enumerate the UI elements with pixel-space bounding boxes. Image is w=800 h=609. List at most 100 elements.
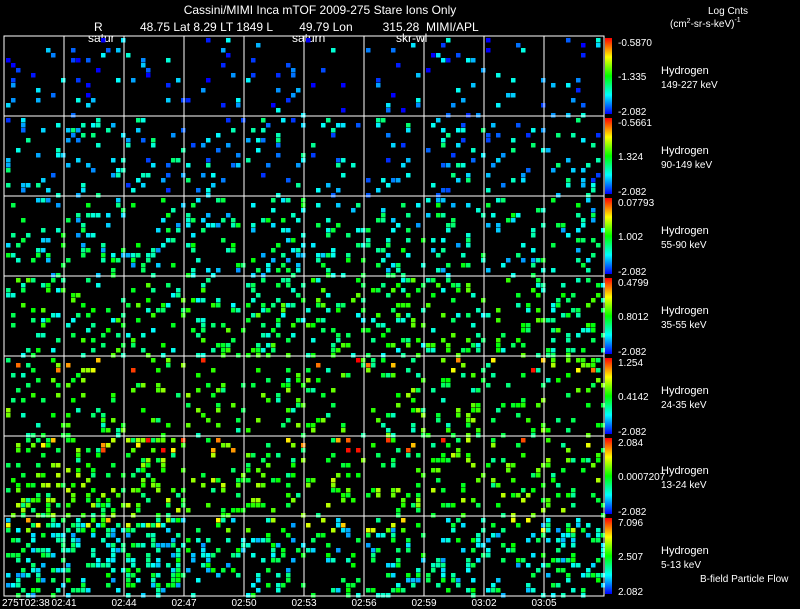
flux-pixel <box>181 543 186 548</box>
flux-pixel <box>601 543 606 548</box>
flux-pixel <box>76 98 81 103</box>
flux-pixel <box>561 593 566 598</box>
flux-pixel <box>311 593 316 598</box>
flux-pixel <box>6 183 11 188</box>
flux-pixel <box>496 503 501 508</box>
flux-pixel <box>396 268 401 273</box>
flux-pixel <box>431 278 436 283</box>
flux-pixel <box>346 463 351 468</box>
flux-pixel <box>86 448 91 453</box>
flux-pixel <box>551 198 556 203</box>
flux-pixel <box>586 573 591 578</box>
flux-pixel <box>116 538 121 543</box>
flux-pixel <box>531 128 536 133</box>
flux-pixel <box>281 303 286 308</box>
flux-pixel <box>411 43 416 48</box>
flux-pixel <box>526 583 531 588</box>
flux-pixel <box>126 438 131 443</box>
flux-pixel <box>131 258 136 263</box>
flux-pixel <box>336 338 341 343</box>
flux-pixel <box>186 178 191 183</box>
flux-pixel <box>561 293 566 298</box>
flux-pixel <box>391 438 396 443</box>
flux-pixel <box>136 523 141 528</box>
flux-pixel <box>131 583 136 588</box>
flux-pixel <box>521 453 526 458</box>
flux-pixel <box>51 313 56 318</box>
flux-pixel <box>461 128 466 133</box>
flux-pixel <box>356 473 361 478</box>
flux-pixel <box>221 443 226 448</box>
flux-pixel <box>456 313 461 318</box>
flux-pixel <box>571 493 576 498</box>
flux-pixel <box>401 143 406 148</box>
flux-pixel <box>146 258 151 263</box>
flux-pixel <box>356 243 361 248</box>
flux-pixel <box>266 583 271 588</box>
flux-pixel <box>376 123 381 128</box>
flux-pixel <box>581 348 586 353</box>
flux-pixel <box>576 368 581 373</box>
flux-pixel <box>116 548 121 553</box>
flux-pixel <box>301 113 306 118</box>
flux-pixel <box>461 523 466 528</box>
flux-pixel <box>216 573 221 578</box>
flux-pixel <box>261 308 266 313</box>
flux-pixel <box>301 443 306 448</box>
flux-pixel <box>251 583 256 588</box>
flux-pixel <box>381 248 386 253</box>
flux-pixel <box>96 498 101 503</box>
flux-pixel <box>36 253 41 258</box>
flux-pixel <box>406 338 411 343</box>
flux-pixel <box>156 383 161 388</box>
flux-pixel <box>161 438 166 443</box>
spectrogram-panels <box>3 35 606 598</box>
flux-pixel <box>541 428 546 433</box>
flux-pixel <box>391 143 396 148</box>
flux-pixel <box>196 538 201 543</box>
flux-pixel <box>221 383 226 388</box>
flux-pixel <box>461 263 466 268</box>
flux-pixel <box>41 398 46 403</box>
flux-pixel <box>471 158 476 163</box>
flux-pixel <box>231 553 236 558</box>
flux-pixel <box>471 388 476 393</box>
flux-pixel <box>316 378 321 383</box>
flux-pixel <box>486 268 491 273</box>
flux-pixel <box>576 523 581 528</box>
flux-pixel <box>226 513 231 518</box>
flux-pixel <box>251 58 256 63</box>
flux-pixel <box>26 433 31 438</box>
flux-pixel <box>51 553 56 558</box>
flux-pixel <box>381 373 386 378</box>
flux-pixel <box>36 423 41 428</box>
flux-pixel <box>346 588 351 593</box>
flux-pixel <box>441 43 446 48</box>
flux-pixel <box>341 463 346 468</box>
flux-pixel <box>571 458 576 463</box>
flux-pixel <box>11 513 16 518</box>
flux-pixel <box>281 198 286 203</box>
flux-pixel <box>511 343 516 348</box>
flux-pixel <box>286 378 291 383</box>
flux-pixel <box>451 173 456 178</box>
colorbar-mid-label: 2.507 <box>618 552 643 563</box>
flux-pixel <box>491 123 496 128</box>
flux-pixel <box>436 458 441 463</box>
flux-pixel <box>321 518 326 523</box>
flux-pixel <box>81 528 86 533</box>
flux-pixel <box>206 553 211 558</box>
flux-pixel <box>296 378 301 383</box>
flux-pixel <box>221 568 226 573</box>
flux-pixel <box>326 268 331 273</box>
flux-pixel <box>416 338 421 343</box>
flux-pixel <box>386 103 391 108</box>
flux-pixel <box>601 298 606 303</box>
flux-pixel <box>206 268 211 273</box>
flux-pixel <box>396 583 401 588</box>
flux-pixel <box>591 253 596 258</box>
flux-pixel <box>96 118 101 123</box>
x-tick-label: 03:02 <box>471 598 496 609</box>
flux-pixel <box>471 58 476 63</box>
panel-cell <box>3 435 66 518</box>
